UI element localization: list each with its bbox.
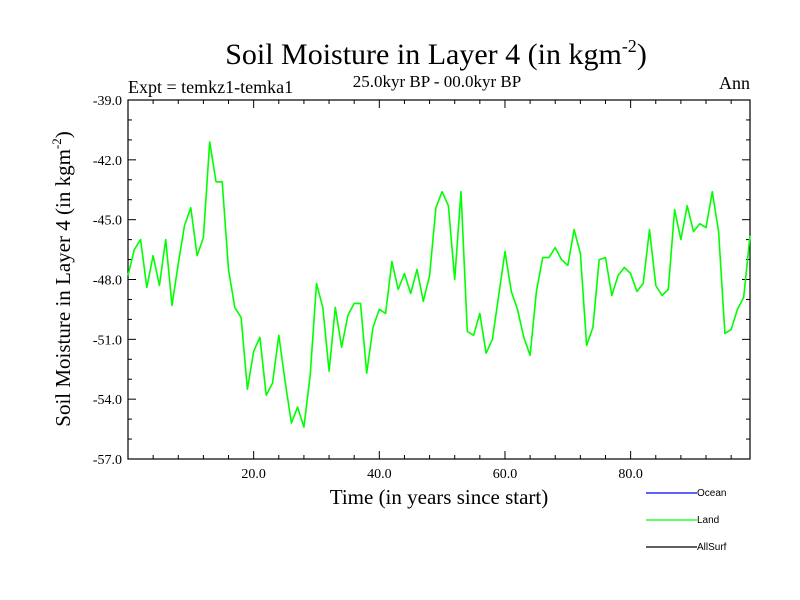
y-tick-label: -48.0	[93, 274, 122, 289]
y-axis: -39.0 -42.0 -45.0 -48.0 -51.0 -54.0 -57.0	[93, 94, 750, 468]
legend: Ocean Land AllSurf	[646, 488, 727, 553]
chart-title-exponent: -2	[622, 36, 637, 56]
x-axis: 20.0 40.0 60.0 80.0	[152, 100, 732, 482]
y-tick-label: -51.0	[93, 333, 122, 348]
x-tick-label: 20.0	[241, 467, 266, 482]
experiment-label: Expt = temkz1-temka1	[128, 77, 293, 97]
y-tick-label: -45.0	[93, 214, 122, 229]
series-group	[127, 141, 751, 428]
plot-frame	[127, 99, 751, 460]
x-tick-label: 60.0	[493, 467, 518, 482]
y-tick-label: -57.0	[93, 453, 122, 468]
legend-label-land: Land	[697, 515, 719, 526]
y-axis-label: Soil Moisture in Layer 4 (in kgm-2)	[49, 131, 75, 426]
chart-title: Soil Moisture in Layer 4 (in kgm-2)	[225, 36, 647, 71]
time-range-label: 25.0kyr BP - 00.0kyr BP	[353, 72, 521, 91]
x-tick-label: 40.0	[367, 467, 392, 482]
y-tick-label: -39.0	[93, 94, 122, 109]
season-label: Ann	[719, 73, 750, 93]
y-tick-label: -54.0	[93, 393, 122, 408]
legend-label-ocean: Ocean	[697, 488, 726, 499]
x-tick-label: 80.0	[618, 467, 643, 482]
x-axis-label: Time (in years since start)	[330, 485, 549, 509]
legend-label-allsurf: AllSurf	[697, 542, 727, 553]
series-line-land	[127, 141, 751, 428]
y-tick-label: -42.0	[93, 154, 122, 169]
y-axis-label-exponent: -2	[49, 138, 64, 149]
